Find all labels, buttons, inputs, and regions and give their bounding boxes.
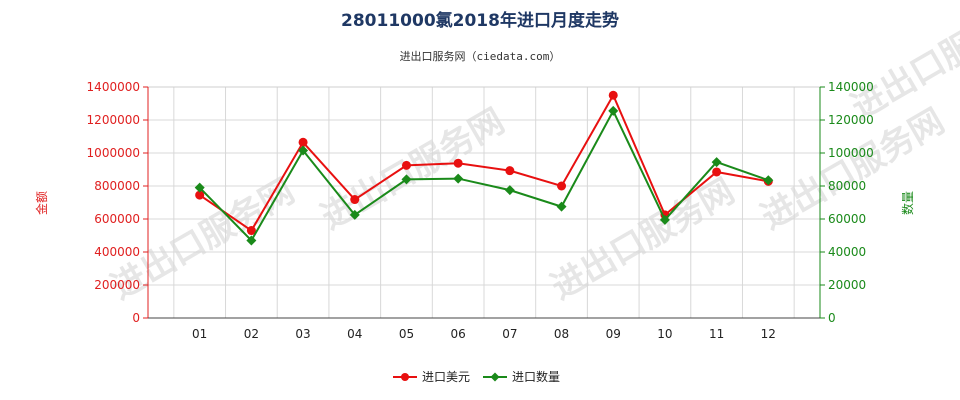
chart-subtitle: 进出口服务网（ciedata.com） — [400, 49, 561, 63]
data-point-2 — [453, 173, 464, 184]
tick-labels: 0200000400000600000800000100000012000001… — [87, 80, 874, 341]
data-point-1 — [608, 90, 618, 100]
data-point-2 — [246, 235, 257, 246]
series-layer — [194, 90, 774, 246]
x-tick-label: 11 — [709, 327, 724, 341]
axes — [147, 87, 821, 319]
data-point-2 — [194, 182, 205, 193]
x-tick-label: 01 — [192, 327, 207, 341]
y-tick-label-left: 1400000 — [87, 80, 140, 94]
data-point-1 — [453, 158, 463, 168]
legend-label: 进口美元 — [422, 370, 470, 384]
data-point-1 — [505, 166, 515, 176]
chart-title: 28011000氯2018年进口月度走势 — [341, 10, 619, 31]
data-point-1 — [557, 181, 567, 191]
y-tick-label-left: 800000 — [94, 179, 140, 193]
watermark-text: 进出口服务网 — [315, 101, 512, 238]
x-tick-label: 12 — [761, 327, 776, 341]
x-tick-label: 07 — [502, 327, 517, 341]
y-tick-label-right: 120000 — [828, 113, 874, 127]
x-tick-label: 05 — [399, 327, 414, 341]
y-tick-label-left: 1200000 — [87, 113, 140, 127]
y-axis-label-right: 数量 — [900, 191, 915, 215]
data-point-2 — [556, 201, 567, 212]
data-point-1 — [401, 160, 411, 170]
watermark-text: 进出口服务网 — [845, 0, 960, 128]
x-tick-label: 03 — [295, 327, 310, 341]
series-line-1 — [199, 93, 769, 232]
data-point-2 — [504, 185, 515, 196]
data-point-1 — [712, 167, 722, 177]
data-point-1 — [298, 137, 308, 147]
x-tick-label: 09 — [606, 327, 621, 341]
y-tick-label-right: 40000 — [828, 245, 866, 259]
x-tick-label: 02 — [244, 327, 259, 341]
y-tick-label-left: 400000 — [94, 245, 140, 259]
x-tick-label: 08 — [554, 327, 569, 341]
legend-marker — [401, 373, 409, 381]
data-point-2 — [298, 145, 309, 156]
x-tick-label: 06 — [451, 327, 466, 341]
y-tick-label-left: 1000000 — [87, 146, 140, 160]
legend-marker — [490, 372, 500, 382]
y-tick-label-left: 0 — [132, 311, 140, 325]
data-point-2 — [763, 175, 774, 186]
series-line-2 — [198, 108, 769, 243]
data-point-2 — [349, 209, 360, 220]
legend: 进口美元 进口数量 — [393, 369, 560, 384]
y-tick-label-left: 600000 — [94, 212, 140, 226]
y-tick-label-right: 80000 — [828, 179, 866, 193]
data-point-1 — [246, 226, 256, 236]
y-tick-label-right: 20000 — [828, 278, 866, 292]
watermark-text: 进出口服务网 — [545, 171, 742, 308]
y-tick-label-right: 100000 — [828, 146, 874, 160]
data-point-1 — [195, 190, 205, 200]
data-point-2 — [608, 105, 619, 116]
x-tick-label: 10 — [657, 327, 672, 341]
data-point-1 — [350, 195, 360, 205]
y-tick-label-right: 60000 — [828, 212, 866, 226]
y-tick-label-right: 140000 — [828, 80, 874, 94]
y-tick-label-left: 200000 — [94, 278, 140, 292]
data-point-2 — [401, 174, 412, 185]
data-point-2 — [711, 157, 722, 168]
x-tick-label: 04 — [347, 327, 362, 341]
legend-label: 进口数量 — [512, 369, 560, 384]
y-axis-label-left: 金额 — [34, 191, 49, 215]
data-point-2 — [659, 214, 670, 225]
grid-lines — [147, 86, 821, 319]
y-tick-label-right: 0 — [828, 311, 836, 325]
